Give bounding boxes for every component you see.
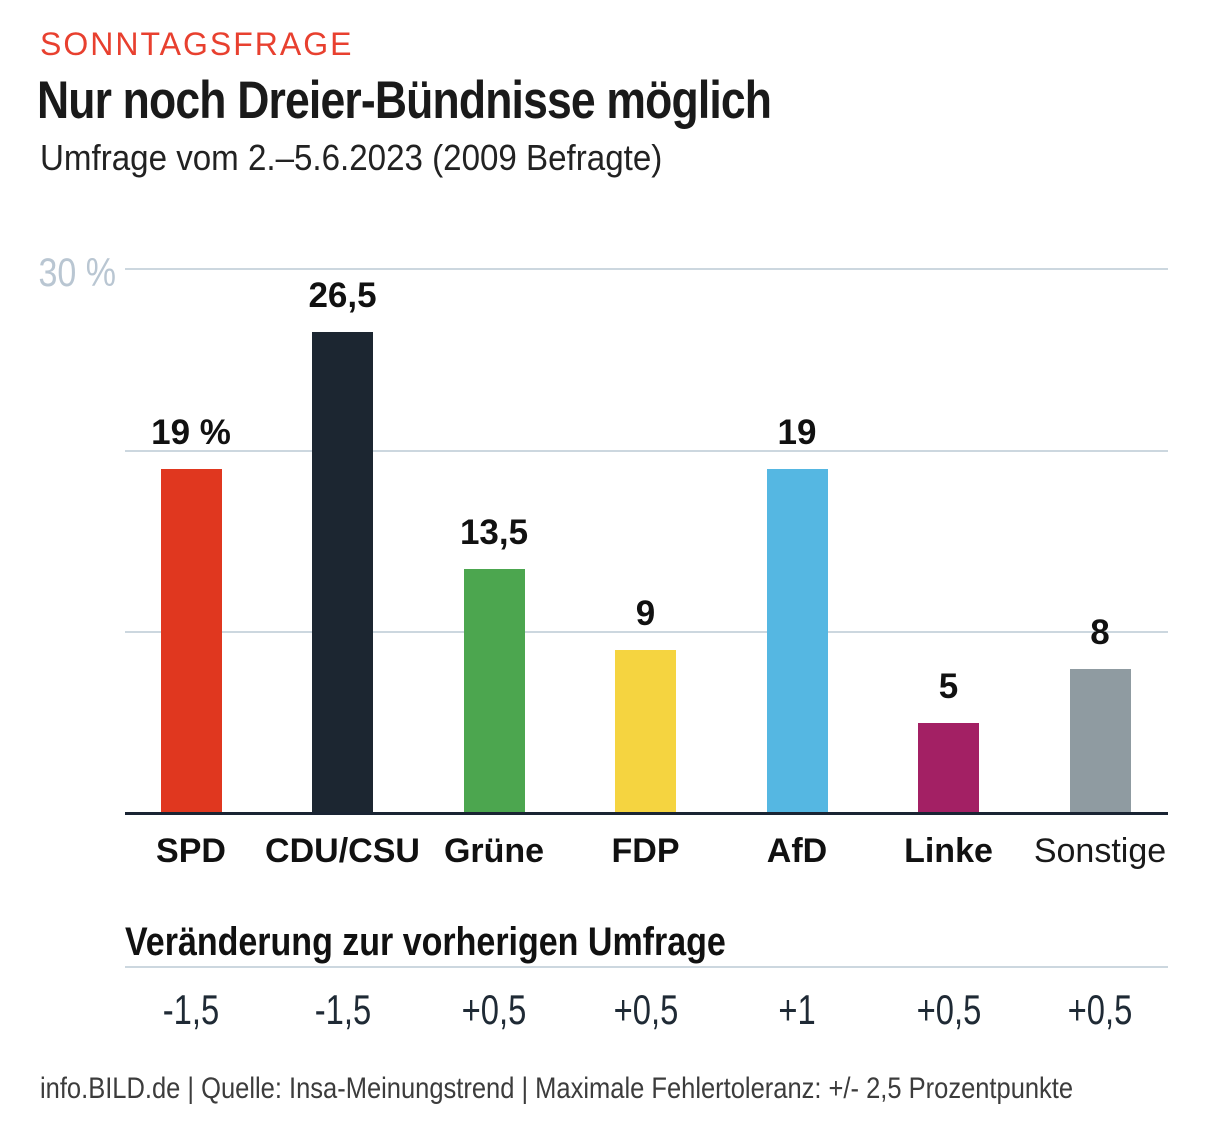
bar-afd (766, 468, 828, 814)
category-label: SPD (156, 832, 226, 870)
change-section-heading: Veränderung zur vorherigen Umfrage (125, 920, 726, 964)
category-label: Grüne (443, 832, 545, 870)
change-value: +1 (778, 986, 816, 1033)
source-footer: info.BILD.de | Quelle: Insa-Meinungstren… (40, 1072, 1074, 1105)
change-value: +0,5 (1067, 986, 1133, 1033)
bar-sonstige (1069, 668, 1131, 814)
category-label: Sonstige (1033, 832, 1167, 870)
change-value: +0,5 (613, 986, 678, 1033)
change-value: +0,5 (461, 986, 527, 1033)
bar-value-label: 9 (635, 594, 656, 634)
gridline-10-percent (125, 631, 1168, 634)
change-value: -1,5 (162, 986, 220, 1033)
subtitle: Umfrage vom 2.–5.6.2023 (2009 Befragte) (40, 137, 663, 178)
category-label: Linke (904, 832, 993, 870)
change-value: -1,5 (314, 986, 371, 1033)
bar-value-label: 13,5 (459, 512, 529, 552)
category-label: CDU/CSU (265, 832, 420, 870)
category-label: AfD (766, 832, 828, 870)
category-label: FDP (611, 832, 680, 870)
bar-value-label: 19 (777, 412, 817, 452)
page-title: Nur noch Dreier-Bündnisse möglich (37, 71, 772, 130)
gridline-30-percent (125, 267, 1168, 270)
bar-value-label: 19 % (151, 412, 231, 452)
bar-value-label: 8 (1090, 612, 1110, 652)
bar-value-label: 5 (938, 667, 959, 707)
bar-linke (918, 723, 979, 814)
bar-gr-ne (463, 568, 525, 814)
gridline-20-percent (125, 449, 1168, 452)
y-axis-tick-label: 30 % (38, 251, 116, 295)
bar-fdp (615, 650, 676, 814)
change-value: +0,5 (916, 986, 981, 1033)
x-axis-line (125, 812, 1168, 815)
change-section-divider (125, 966, 1168, 968)
bar-cdu-csu (312, 332, 373, 814)
bar-value-label: 26,5 (308, 276, 377, 316)
kicker: SONNTAGSFRAGE (40, 26, 354, 62)
bar-spd (160, 468, 222, 814)
